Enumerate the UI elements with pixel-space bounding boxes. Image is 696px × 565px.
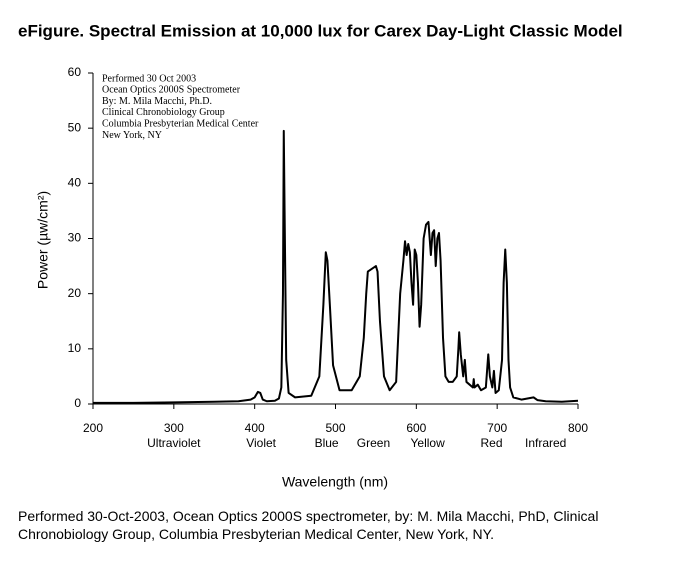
y-tick-label: 40 [68,176,82,190]
region-label: Red [481,436,503,450]
region-label: Violet [246,436,276,450]
spectrum-line [93,129,579,404]
chart-title: eFigure. Spectral Emission at 10,000 lux… [18,21,623,40]
caption: Performed 30-Oct-2003, Ocean Optics 2000… [18,508,599,542]
region-label: Yellow [411,436,446,450]
region-label: Infrared [525,436,566,450]
x-tick-label: 400 [245,421,265,435]
x-tick-label: 700 [487,421,507,435]
y-tick-label: 60 [68,65,82,79]
x-tick-label: 500 [325,421,345,435]
region-label: Blue [315,436,339,450]
x-tick-label: 600 [406,421,426,435]
region-label: Green [357,436,390,450]
annotation-line: Columbia Presbyterian Medical Center [102,118,259,129]
y-tick-label: 30 [68,231,82,245]
y-tick-label: 10 [68,341,82,355]
y-tick-label: 20 [68,286,82,300]
annotation-line: New York, NY [102,130,162,141]
y-tick-label: 50 [68,120,82,134]
x-tick-label: 800 [568,421,588,435]
annotation-line: Ocean Optics 2000S Spectrometer [102,85,241,96]
y-tick-label: 0 [74,396,81,410]
x-tick-label: 300 [164,421,184,435]
x-tick-label: 200 [83,421,103,435]
chart: eFigure. Spectral Emission at 10,000 lux… [18,21,623,490]
annotation-line: By: M. Mila Macchi, Ph.D. [102,96,212,107]
annotation-line: Clinical Chronobiology Group [102,107,225,118]
region-label: Ultraviolet [147,436,201,450]
y-axis-label: Power (µw/cm²) [35,191,51,289]
x-axis-label: Wavelength (nm) [282,474,388,490]
annotation-line: Performed 30 Oct 2003 [102,73,196,84]
